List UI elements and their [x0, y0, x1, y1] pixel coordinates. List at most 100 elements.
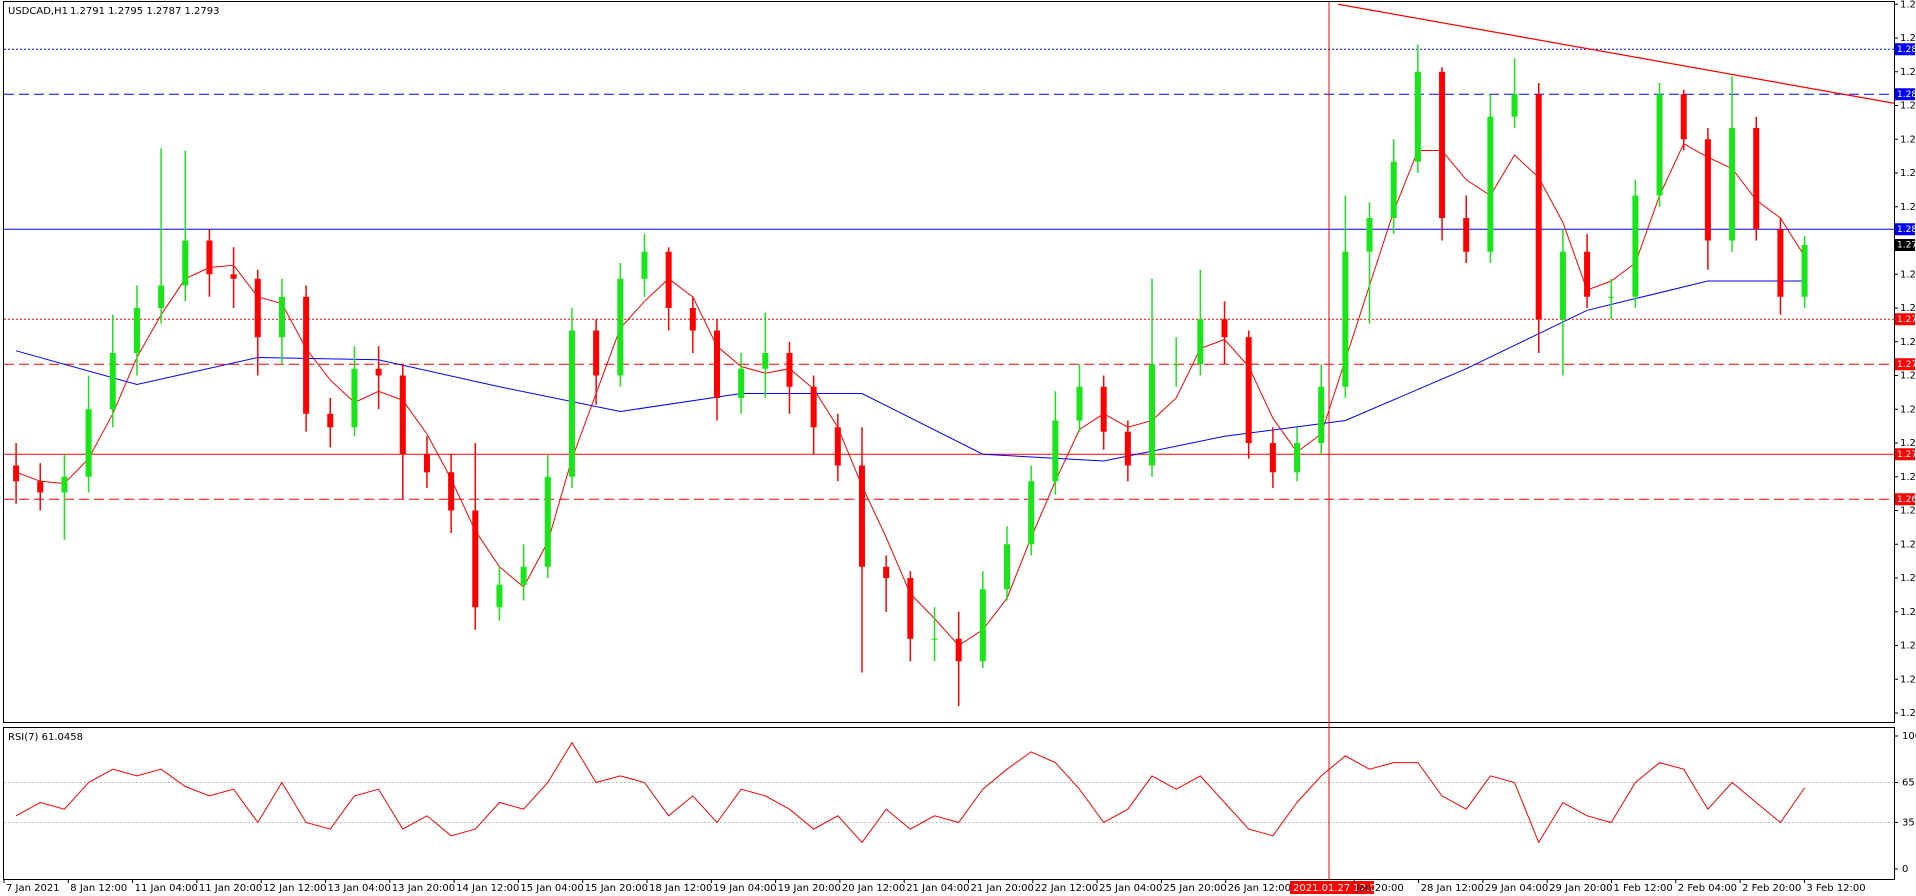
- candle-body: [762, 353, 769, 369]
- candle-body: [230, 274, 237, 279]
- x-tick-label: 29 Jan 04:00: [1485, 883, 1548, 894]
- x-tick-label: 28 Jan 12:00: [1421, 883, 1484, 894]
- level-label: 1.2860: [1897, 90, 1916, 100]
- x-tick-label: 15 Jan 04:00: [520, 883, 583, 894]
- level-label: 1.2760: [1897, 315, 1916, 325]
- level-label-box: [1895, 313, 1915, 326]
- rsi-panel-frame: [3, 727, 1895, 880]
- candle-body: [713, 330, 720, 398]
- quote-text: 1.2791 1.2795 1.2787 1.2793: [70, 6, 220, 17]
- x-tick-label: 21 Jan 04:00: [906, 883, 969, 894]
- candle-body: [617, 278, 624, 376]
- candle-body: [1753, 128, 1760, 230]
- candle-body: [1294, 443, 1301, 473]
- y-tick-label: 1.2855: [1900, 101, 1916, 112]
- x-tick-label: Jan 20:00: [1355, 883, 1403, 894]
- y-tick-label: 1.2765: [1900, 303, 1916, 314]
- level-label: 1.2680: [1897, 495, 1916, 505]
- y-tick-label: 1.2705: [1900, 438, 1916, 449]
- level-label: 1.2700: [1897, 450, 1916, 460]
- candle-body: [931, 638, 938, 640]
- price-panel-frame: [3, 1, 1895, 723]
- candle-body: [1269, 443, 1276, 473]
- candle-body: [1511, 94, 1518, 117]
- x-tick-label: 18 Jan 12:00: [649, 883, 712, 894]
- candle-body: [472, 510, 479, 608]
- candle-body: [1656, 94, 1663, 196]
- trendline: [1338, 3, 1895, 104]
- x-tick-label: 1 Feb 12:00: [1614, 883, 1673, 894]
- candle-body: [1439, 71, 1446, 218]
- x-tick-label: 8 Jan 12:00: [70, 883, 127, 894]
- rsi-line: [15, 741, 1806, 844]
- candle-body: [1680, 94, 1687, 140]
- candle-body: [810, 386, 817, 428]
- level-label: 1.2740: [1897, 360, 1916, 370]
- rsi-y-tick-label: 65: [1902, 778, 1915, 789]
- candle-body: [85, 409, 92, 477]
- level-label-box: [1895, 223, 1915, 236]
- candle-body: [1124, 431, 1131, 466]
- candle-body: [1704, 139, 1711, 241]
- y-tick-label: 1.2780: [1900, 269, 1916, 280]
- rsi-y-tick-label: 0: [1902, 864, 1908, 875]
- candle-body: [1366, 218, 1373, 252]
- x-tick-label: 11 Jan 20:00: [199, 883, 262, 894]
- y-tick-label: 1.2885: [1900, 33, 1916, 44]
- plot-layer: 1.2585 1.2600 1.2615 1.2630 1.2645 1.2660 1.26…: [3, 0, 1916, 894]
- candle-body: [351, 368, 358, 428]
- y-tick-label: 1.2630: [1900, 607, 1916, 618]
- candle-body: [133, 308, 140, 353]
- candle-body: [423, 454, 430, 473]
- x-tick-label: 13 Jan 04:00: [328, 883, 391, 894]
- candle-body: [37, 481, 44, 493]
- candle-body: [786, 353, 793, 387]
- x-tick-label: 2 Feb 04:00: [1678, 883, 1737, 894]
- y-tick-label: 1.2870: [1900, 67, 1916, 78]
- x-tick-label: 19 Jan 04:00: [713, 883, 776, 894]
- candle-body: [206, 240, 213, 275]
- rsi-title: RSI(7) 61.0458: [8, 732, 83, 743]
- candle-body: [61, 476, 68, 493]
- candle-body: [1052, 420, 1059, 482]
- x-tick-label: 12 Jan 12:00: [263, 883, 326, 894]
- candle-body: [1342, 251, 1349, 387]
- candle-body: [568, 330, 575, 477]
- candle-body: [1608, 296, 1615, 298]
- level-label: 1.2880: [1897, 45, 1916, 55]
- level-label: 1.2800: [1897, 225, 1916, 235]
- candle-body: [1149, 364, 1156, 466]
- y-tick-label: 1.2825: [1900, 168, 1916, 179]
- candle-body: [1584, 251, 1591, 297]
- x-tick-label: 26 Jan 12:00: [1228, 883, 1291, 894]
- candle-body: [1463, 218, 1470, 252]
- candle-body: [496, 584, 503, 608]
- candle-body: [1632, 195, 1639, 297]
- y-tick-label: 1.2810: [1900, 202, 1916, 213]
- candle-body: [109, 353, 116, 410]
- x-tick-label: 2 Feb 20:00: [1742, 883, 1801, 894]
- y-tick-label: 1.2645: [1900, 573, 1916, 584]
- y-tick-label: 1.2720: [1900, 404, 1916, 415]
- y-tick-label: 1.2675: [1900, 506, 1916, 517]
- candle-body: [1414, 71, 1421, 162]
- candle-body: [1197, 319, 1204, 365]
- candle-body: [665, 251, 672, 308]
- candle-body: [520, 566, 527, 585]
- candle-body: [254, 278, 261, 338]
- candle-body: [1729, 128, 1736, 241]
- moving-average: [15, 280, 1805, 462]
- candle-body: [1801, 245, 1808, 297]
- x-tick-label: 7 Jan 2021: [6, 883, 60, 894]
- y-tick-label: 1.2750: [1900, 337, 1916, 348]
- symbol-title: USDCAD,H1: [8, 6, 68, 17]
- candle-body: [327, 413, 334, 428]
- y-tick-label: 1.2900: [1900, 0, 1916, 10]
- candle-body: [399, 375, 406, 455]
- candle-body: [738, 368, 745, 398]
- candle-body: [955, 638, 962, 662]
- y-tick-label: 1.2660: [1900, 539, 1916, 550]
- x-tick-label: 25 Jan 04:00: [1099, 883, 1162, 894]
- x-tick-label: 22 Jan 12:00: [1035, 883, 1098, 894]
